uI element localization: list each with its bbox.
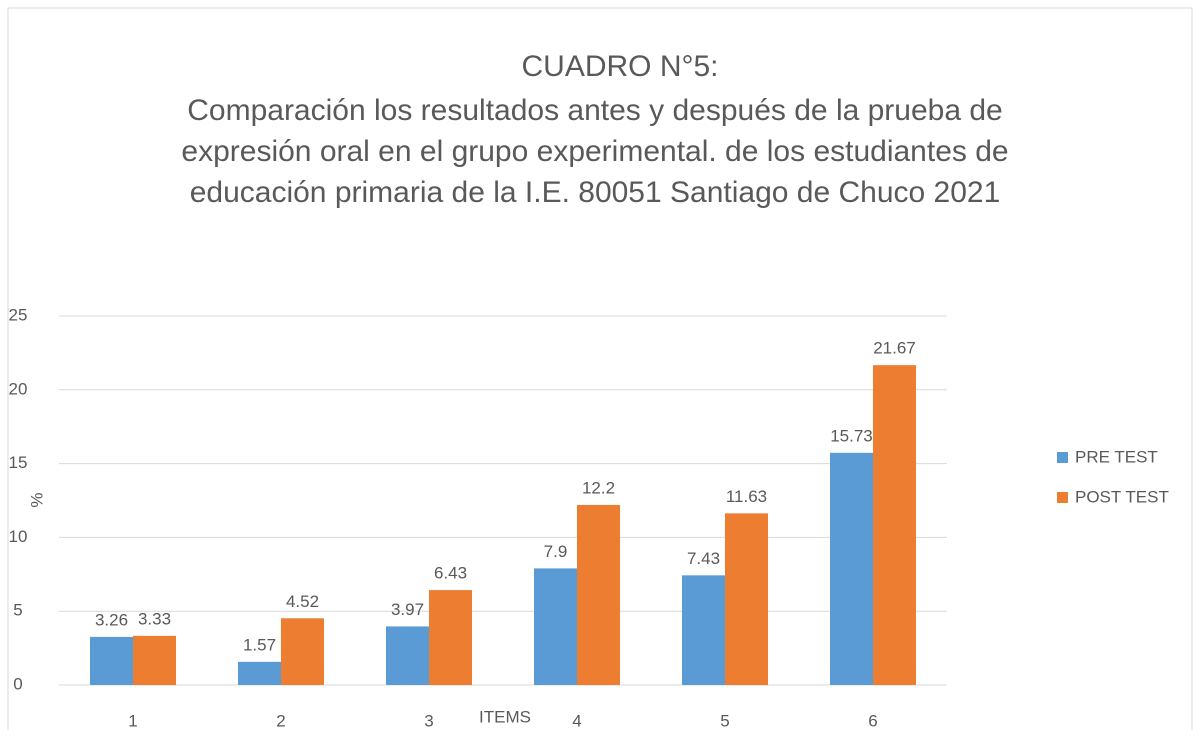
value-label: 3.97: [391, 600, 424, 619]
bar: [429, 590, 472, 685]
value-label: 1.57: [243, 635, 276, 654]
chart-frame: [7, 7, 1193, 730]
y-axis-label: %: [27, 492, 46, 507]
bar: [133, 635, 176, 685]
legend-swatch: [1057, 492, 1068, 503]
value-label: 3.33: [138, 609, 171, 628]
value-label: 12.2: [582, 478, 615, 497]
value-label: 21.67: [873, 339, 916, 358]
legend-label: POST TEST: [1075, 487, 1169, 506]
bar: [386, 626, 429, 685]
x-axis-label: ITEMS: [479, 707, 531, 726]
y-tick-label: 5: [13, 601, 22, 620]
bar: [90, 636, 133, 685]
bar: [238, 661, 281, 685]
y-tick-label: 25: [9, 305, 28, 324]
x-tick-label: 1: [128, 711, 137, 730]
y-tick-label: 20: [9, 379, 28, 398]
bar: [873, 365, 916, 685]
x-tick-label: 3: [424, 711, 433, 730]
chart-title: CUADRO N°5:: [521, 50, 718, 83]
value-label: 3.26: [95, 610, 128, 629]
x-tick-label: 2: [276, 711, 285, 730]
legend-swatch: [1057, 452, 1068, 463]
bar: [281, 618, 324, 685]
value-label: 7.43: [687, 549, 720, 568]
bar: [682, 575, 725, 685]
value-label: 15.73: [830, 426, 873, 445]
value-label: 6.43: [434, 564, 467, 583]
bar: [830, 452, 873, 685]
value-label: 7.9: [544, 542, 568, 561]
value-label: 4.52: [286, 592, 319, 611]
value-label: 11.63: [726, 487, 767, 506]
y-tick-label: 15: [9, 453, 28, 472]
y-tick-label: 10: [9, 527, 28, 546]
bar: [534, 568, 577, 685]
chart-subtitle: Comparación los resultados antes y despu…: [187, 94, 1003, 127]
chart-subtitle: expresión oral en el grupo experimental.…: [181, 135, 1008, 168]
x-tick-label: 5: [720, 711, 729, 730]
bar: [725, 513, 768, 685]
legend-label: PRE TEST: [1075, 447, 1158, 466]
x-tick-label: 4: [572, 711, 581, 730]
y-tick-label: 0: [13, 674, 22, 693]
x-tick-label: 6: [868, 711, 877, 730]
bar: [577, 504, 620, 685]
chart-subtitle: educación primaria de la I.E. 80051 Sant…: [190, 176, 1001, 209]
